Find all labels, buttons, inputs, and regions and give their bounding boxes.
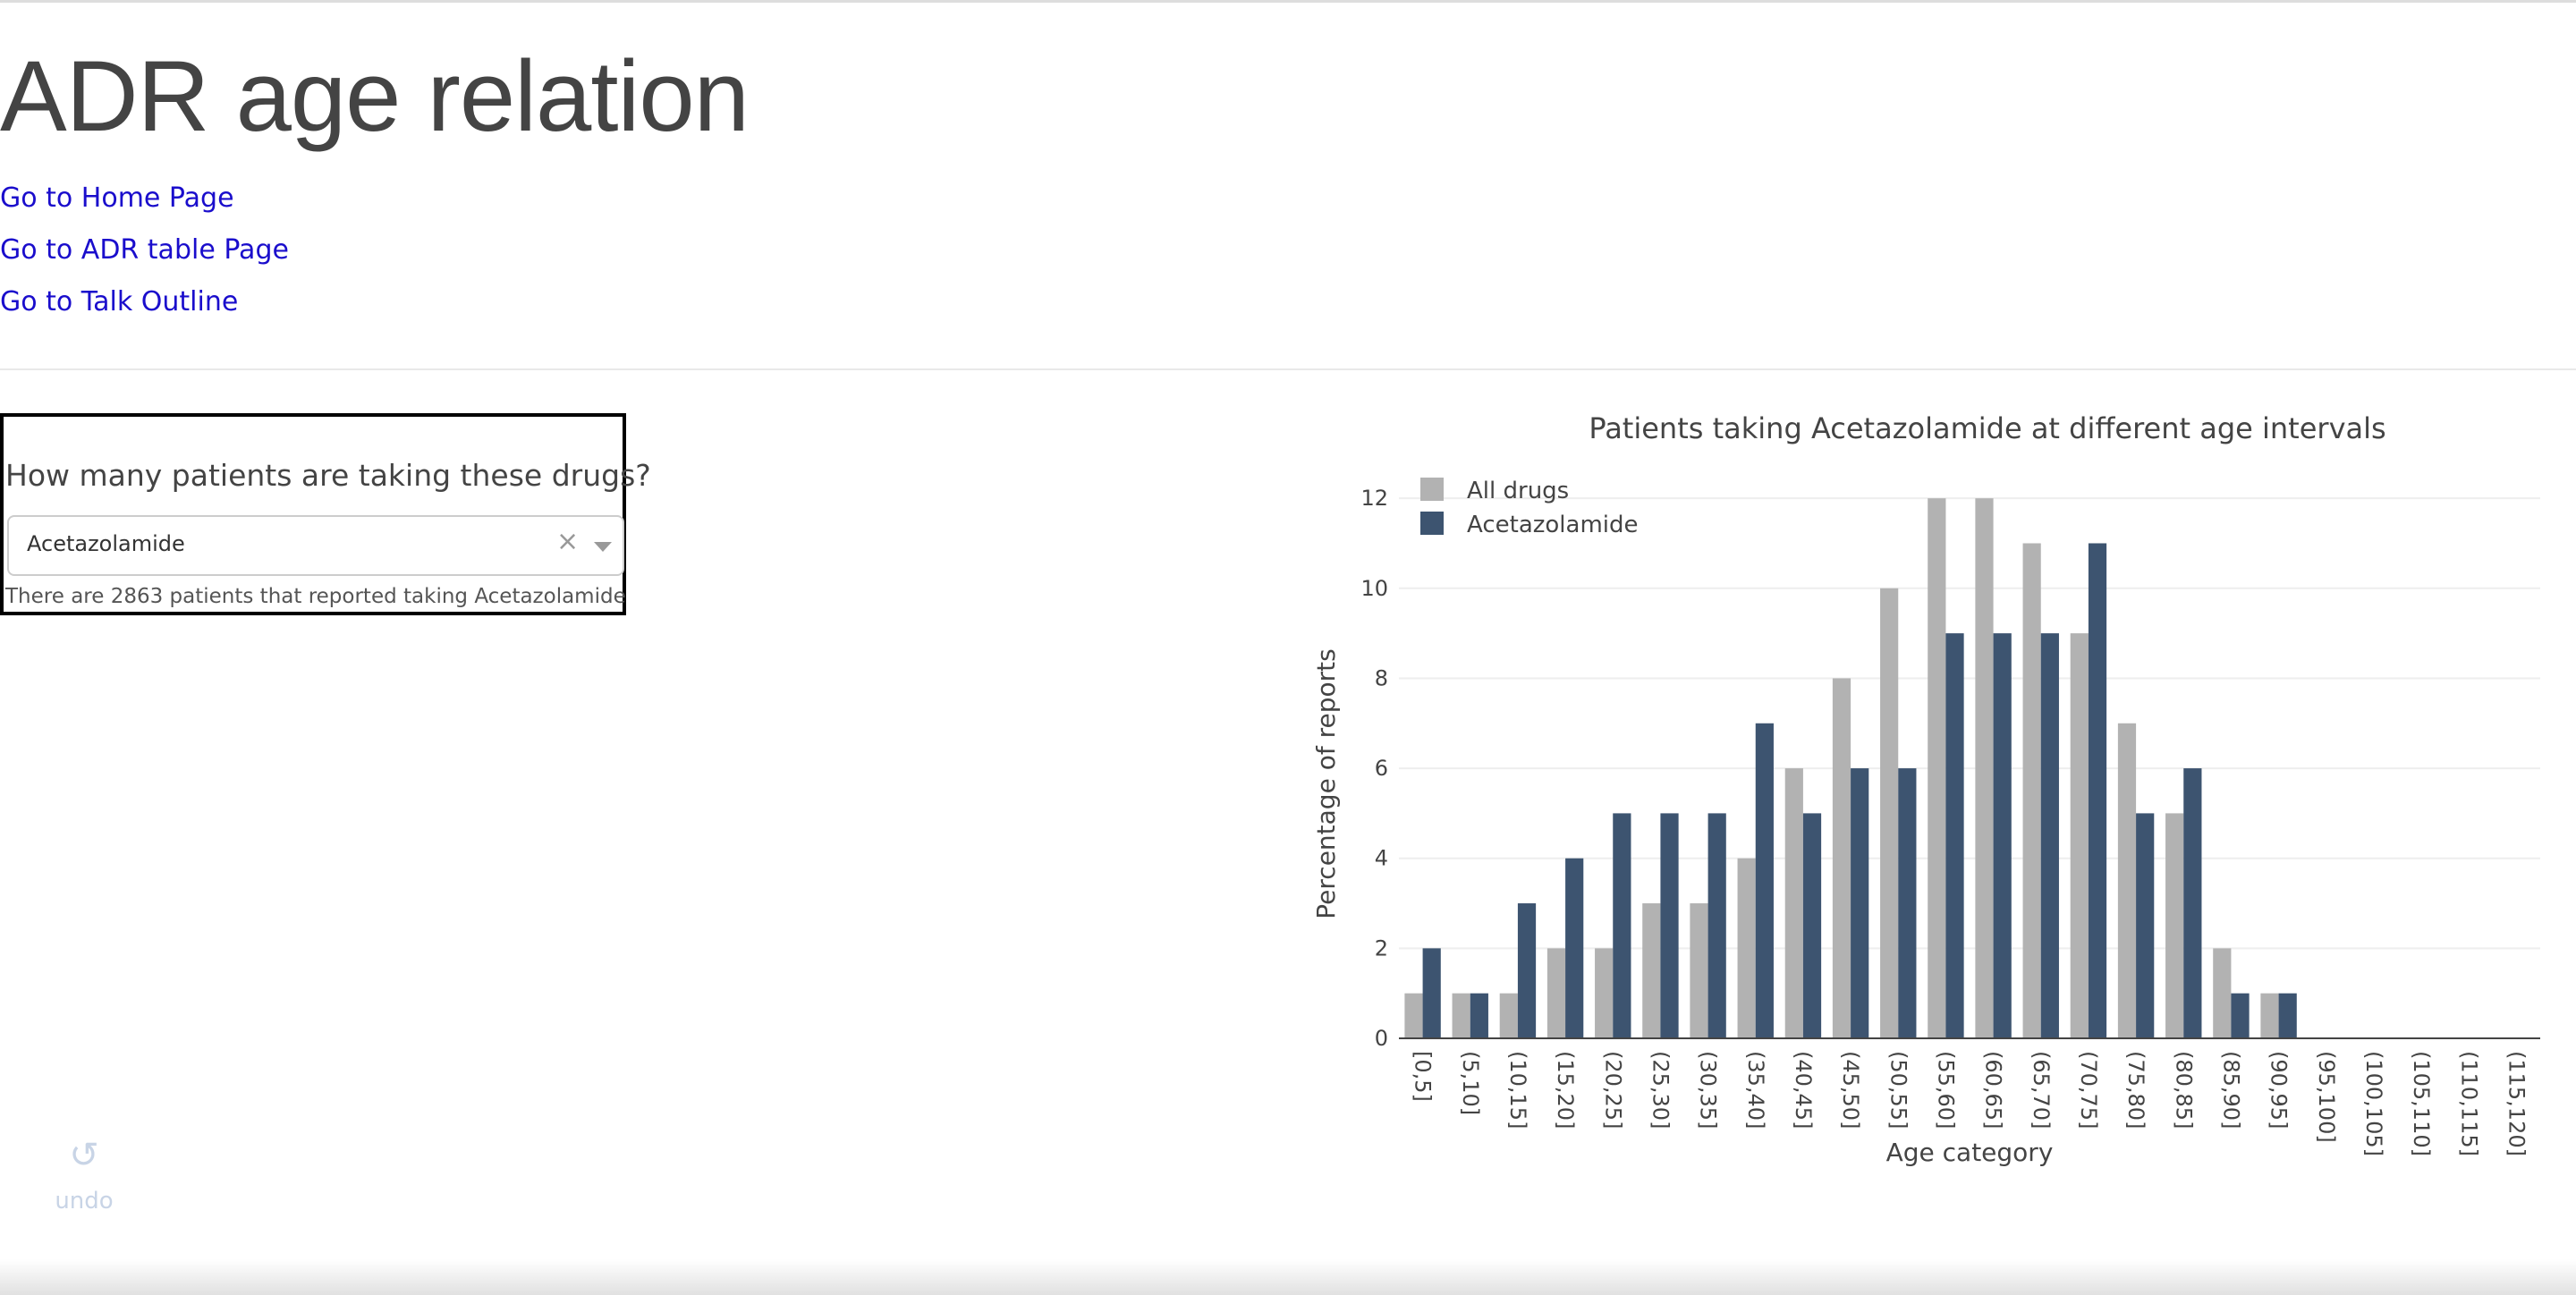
y-tick-label: 2 <box>1375 935 1388 961</box>
adr-table-page-link[interactable]: Go to ADR table Page <box>0 234 289 266</box>
bar-acetazolamide <box>1707 813 1726 1038</box>
bar-acetazolamide <box>1898 768 1917 1038</box>
drug-dropdown[interactable]: Acetazolamide × <box>7 515 624 576</box>
undo-button[interactable]: ↺ undo <box>52 1136 116 1215</box>
bar-acetazolamide <box>1945 633 1964 1038</box>
x-axis-title: Age category <box>1886 1138 2054 1167</box>
x-tick-label: (100,105] <box>2361 1051 2386 1156</box>
bar-all-drugs <box>2117 723 2137 1038</box>
bar-acetazolamide <box>1517 903 1537 1038</box>
x-tick-label: (15,20] <box>1553 1051 1578 1129</box>
undo-icon: ↺ <box>69 1135 99 1176</box>
selected-drug-value: Acetazolamide <box>27 531 185 556</box>
bar-all-drugs <box>2260 993 2279 1038</box>
x-tick-label: (115,120] <box>2504 1051 2529 1156</box>
clear-icon[interactable]: × <box>556 526 580 557</box>
x-tick-label: (35,40] <box>1743 1051 1768 1129</box>
bar-all-drugs <box>1546 948 1566 1038</box>
bar-acetazolamide <box>1755 723 1774 1038</box>
talk-outline-link[interactable]: Go to Talk Outline <box>0 286 239 317</box>
bar-acetazolamide <box>2231 993 2250 1038</box>
bar-acetazolamide <box>1470 993 1488 1038</box>
legend-label-acetazolamide[interactable]: Acetazolamide <box>1467 512 1639 538</box>
bar-acetazolamide <box>2088 543 2107 1038</box>
patient-count-text: There are 2863 patients that reported ta… <box>5 585 626 608</box>
y-axis-title: Percentage of reports <box>1311 648 1341 918</box>
bar-acetazolamide <box>1422 948 1441 1038</box>
x-tick-label: (75,80] <box>2123 1051 2148 1129</box>
divider <box>0 368 2576 370</box>
y-tick-label: 4 <box>1375 846 1388 871</box>
x-tick-label: (5,10] <box>1458 1051 1483 1115</box>
bar-all-drugs <box>2213 948 2232 1038</box>
x-tick-label: (40,45] <box>1791 1051 1816 1129</box>
bar-acetazolamide <box>2040 633 2059 1038</box>
bar-acetazolamide <box>2278 993 2297 1038</box>
bar-all-drugs <box>1690 903 1708 1038</box>
bar-all-drugs <box>2070 633 2089 1038</box>
bar-all-drugs <box>1642 903 1661 1038</box>
x-tick-label: (30,35] <box>1696 1051 1721 1129</box>
home-page-link[interactable]: Go to Home Page <box>0 182 234 214</box>
bar-all-drugs <box>1452 993 1470 1038</box>
bar-acetazolamide <box>2183 768 2202 1038</box>
x-tick-label: (20,25] <box>1600 1051 1625 1129</box>
x-tick-label: (110,115] <box>2456 1051 2481 1156</box>
top-border <box>0 0 2576 3</box>
bar-all-drugs <box>1832 678 1852 1038</box>
bar-all-drugs <box>1737 858 1756 1038</box>
age-distribution-chart: Patients taking Acetazolamide at differe… <box>1311 411 2540 1167</box>
bar-all-drugs <box>1595 948 1614 1038</box>
bar-acetazolamide <box>1851 768 1869 1038</box>
legend-swatch-acetazolamide[interactable] <box>1420 512 1444 535</box>
bar-all-drugs <box>1499 993 1518 1038</box>
bottom-shadow <box>0 1259 2576 1295</box>
chart-title: Patients taking Acetazolamide at differe… <box>1589 411 2385 445</box>
y-tick-label: 8 <box>1375 665 1388 690</box>
bar-acetazolamide <box>1613 813 1631 1038</box>
drug-selector-card: How many patients are taking these drugs… <box>0 413 651 615</box>
x-tick-label: (65,70] <box>2029 1051 2054 1129</box>
x-tick-label: (85,90] <box>2218 1051 2243 1129</box>
x-tick-label: (105,110] <box>2409 1051 2434 1156</box>
y-tick-label: 0 <box>1375 1026 1388 1051</box>
y-tick-label: 12 <box>1360 486 1388 511</box>
legend-swatch-all-drugs[interactable] <box>1420 478 1444 501</box>
x-tick-label: [0,5] <box>1411 1051 1436 1102</box>
x-tick-label: (25,30] <box>1648 1051 1673 1129</box>
bar-all-drugs <box>2165 813 2184 1038</box>
x-tick-label: (45,50] <box>1838 1051 1863 1129</box>
bar-all-drugs <box>1975 498 1994 1038</box>
y-tick-label: 10 <box>1360 576 1388 601</box>
legend-label-all-drugs[interactable]: All drugs <box>1467 478 1569 504</box>
bar-all-drugs <box>1928 498 1946 1038</box>
y-tick-label: 6 <box>1375 756 1388 781</box>
page-title: ADR age relation <box>0 40 750 152</box>
bar-acetazolamide <box>2136 813 2155 1038</box>
x-tick-label: (80,85] <box>2171 1051 2196 1129</box>
x-tick-label: (95,100] <box>2314 1051 2339 1143</box>
bar-all-drugs <box>1784 768 1803 1038</box>
x-tick-label: (70,75] <box>2076 1051 2101 1129</box>
bar-acetazolamide <box>1660 813 1679 1038</box>
bar-all-drugs <box>1404 993 1423 1038</box>
x-tick-label: (60,65] <box>1981 1051 2006 1129</box>
x-tick-label: (55,60] <box>1933 1051 1958 1129</box>
chevron-down-icon[interactable] <box>594 542 612 552</box>
x-tick-label: (50,55] <box>1885 1051 1911 1129</box>
bar-acetazolamide <box>1993 633 2012 1038</box>
bar-all-drugs <box>1880 588 1899 1038</box>
bar-acetazolamide <box>1565 858 1584 1038</box>
x-tick-label: (90,95] <box>2267 1051 2292 1129</box>
drug-question: How many patients are taking these drugs… <box>5 458 651 493</box>
bar-all-drugs <box>2022 543 2041 1038</box>
bar-acetazolamide <box>1802 813 1822 1038</box>
undo-label: undo <box>55 1188 114 1215</box>
x-tick-label: (10,15] <box>1505 1051 1530 1129</box>
